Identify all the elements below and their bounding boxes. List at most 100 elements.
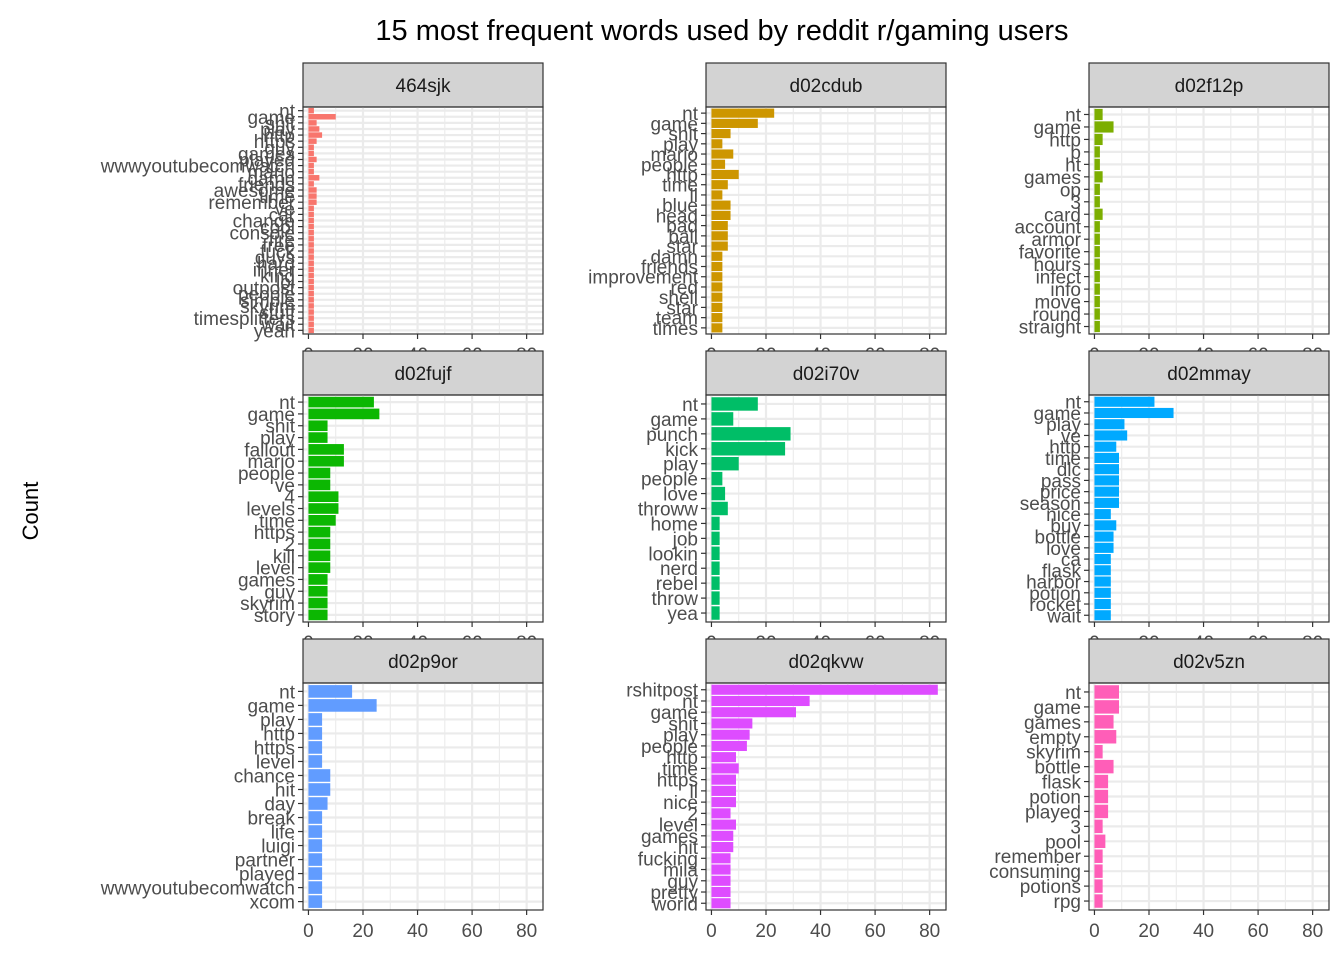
bar bbox=[711, 313, 723, 323]
category-label: infect bbox=[1036, 268, 1082, 289]
bar bbox=[1094, 430, 1128, 441]
category-label: game bbox=[1033, 698, 1081, 719]
category-label: play bbox=[663, 135, 698, 156]
bar bbox=[308, 538, 331, 550]
bar bbox=[1094, 730, 1117, 744]
category-label: game bbox=[650, 410, 698, 431]
category-label: game bbox=[247, 696, 295, 717]
category-label: throww bbox=[638, 500, 698, 521]
strip-header bbox=[1088, 350, 1330, 396]
category-label: account bbox=[1014, 218, 1081, 239]
category-label: damn bbox=[650, 247, 698, 268]
category-label: fallout bbox=[244, 440, 295, 461]
category-label: story bbox=[254, 606, 296, 627]
bar bbox=[308, 144, 314, 151]
bar bbox=[711, 864, 731, 875]
category-label: favorite bbox=[1019, 243, 1081, 264]
bar bbox=[1094, 819, 1103, 834]
category-label: move bbox=[1035, 293, 1081, 314]
bar bbox=[308, 769, 331, 782]
bar bbox=[308, 526, 331, 538]
bar bbox=[308, 867, 323, 880]
category-label: nt bbox=[1065, 683, 1082, 704]
strip-label: d02cdub bbox=[790, 76, 863, 97]
category-label: remember bbox=[208, 193, 295, 214]
strip-label: d02i70v bbox=[793, 364, 860, 385]
bar bbox=[308, 811, 323, 824]
category-label: people bbox=[641, 737, 698, 758]
category-label: ve bbox=[275, 476, 295, 497]
category-label: play bbox=[663, 455, 698, 476]
category-label: bad bbox=[666, 217, 698, 238]
category-label: shit bbox=[668, 125, 698, 146]
category-label: life bbox=[271, 823, 295, 844]
bar bbox=[711, 221, 728, 231]
panel-d02fujf: d02fujf ntgameshitplayfalloutmariopeoplev… bbox=[238, 350, 544, 654]
bar bbox=[1094, 700, 1119, 714]
bar bbox=[308, 114, 336, 120]
bar bbox=[711, 486, 726, 501]
bar bbox=[1094, 509, 1111, 520]
category-label: awesome bbox=[214, 181, 295, 202]
category-label: dlc bbox=[1057, 460, 1081, 481]
bar bbox=[308, 839, 323, 852]
category-label: https bbox=[254, 132, 295, 153]
category-label: ca bbox=[1061, 550, 1082, 571]
x-tick-label: 40 bbox=[810, 921, 831, 942]
strip-label: d02p9or bbox=[388, 652, 458, 673]
bar bbox=[308, 175, 320, 181]
bar bbox=[711, 740, 747, 751]
panel-d02cdub: d02cdubntgameshitplaymariopeoplehttptime… bbox=[588, 62, 947, 366]
category-label: 4 bbox=[284, 488, 295, 509]
strip-header bbox=[705, 350, 947, 396]
bar bbox=[711, 118, 758, 128]
panel-d02f12p: d02f12p ntgamehttpphtgamesop3cardaccounta… bbox=[1014, 62, 1330, 366]
panel-d02mmay: d02mmay ntgameplayvehttptimedlcpassprices… bbox=[1020, 350, 1330, 654]
category-label: https bbox=[657, 771, 698, 792]
category-label: star bbox=[666, 237, 698, 258]
bar bbox=[711, 128, 731, 139]
category-label: wwwyoutubecomwatch bbox=[100, 157, 295, 178]
category-label: nt bbox=[279, 393, 296, 414]
bar bbox=[711, 108, 775, 118]
category-label: star bbox=[666, 298, 698, 319]
bar bbox=[308, 266, 314, 273]
bar bbox=[308, 211, 314, 218]
bar bbox=[711, 797, 736, 808]
bar bbox=[1094, 565, 1111, 576]
bar bbox=[711, 190, 723, 200]
bar bbox=[1094, 196, 1100, 208]
bar bbox=[308, 205, 314, 212]
panel-d02p9or: d02p9or ntgameplayhttphttpslevelchancehit… bbox=[100, 638, 544, 942]
category-label: time bbox=[259, 511, 295, 532]
category-label: potion bbox=[1029, 788, 1081, 809]
x-tick-label: 40 bbox=[407, 921, 428, 942]
category-label: potions bbox=[1020, 877, 1081, 898]
category-label: rocket bbox=[1029, 595, 1081, 616]
category-label: mario bbox=[650, 145, 698, 166]
bar bbox=[1094, 789, 1109, 804]
bar bbox=[711, 292, 723, 302]
category-label: games bbox=[238, 144, 295, 165]
category-label: http bbox=[1049, 130, 1081, 151]
bar bbox=[308, 187, 317, 193]
bar bbox=[711, 842, 734, 853]
bar bbox=[1094, 804, 1109, 819]
bar bbox=[308, 321, 314, 327]
category-label: flask bbox=[1042, 773, 1082, 794]
category-label: shit bbox=[265, 417, 295, 438]
strip-label: d02v5zn bbox=[1173, 652, 1245, 673]
category-label: round bbox=[1032, 305, 1081, 326]
category-label: game bbox=[247, 405, 295, 426]
category-label: fuck bbox=[260, 242, 295, 263]
bar bbox=[1094, 407, 1174, 419]
category-label: improvement bbox=[588, 268, 699, 289]
bar bbox=[308, 248, 314, 254]
bar bbox=[711, 561, 720, 575]
bar bbox=[308, 609, 328, 621]
category-label: https bbox=[254, 738, 295, 759]
category-label: games bbox=[238, 570, 295, 591]
category-label: people bbox=[641, 470, 698, 491]
x-tick-label: 60 bbox=[462, 921, 483, 942]
